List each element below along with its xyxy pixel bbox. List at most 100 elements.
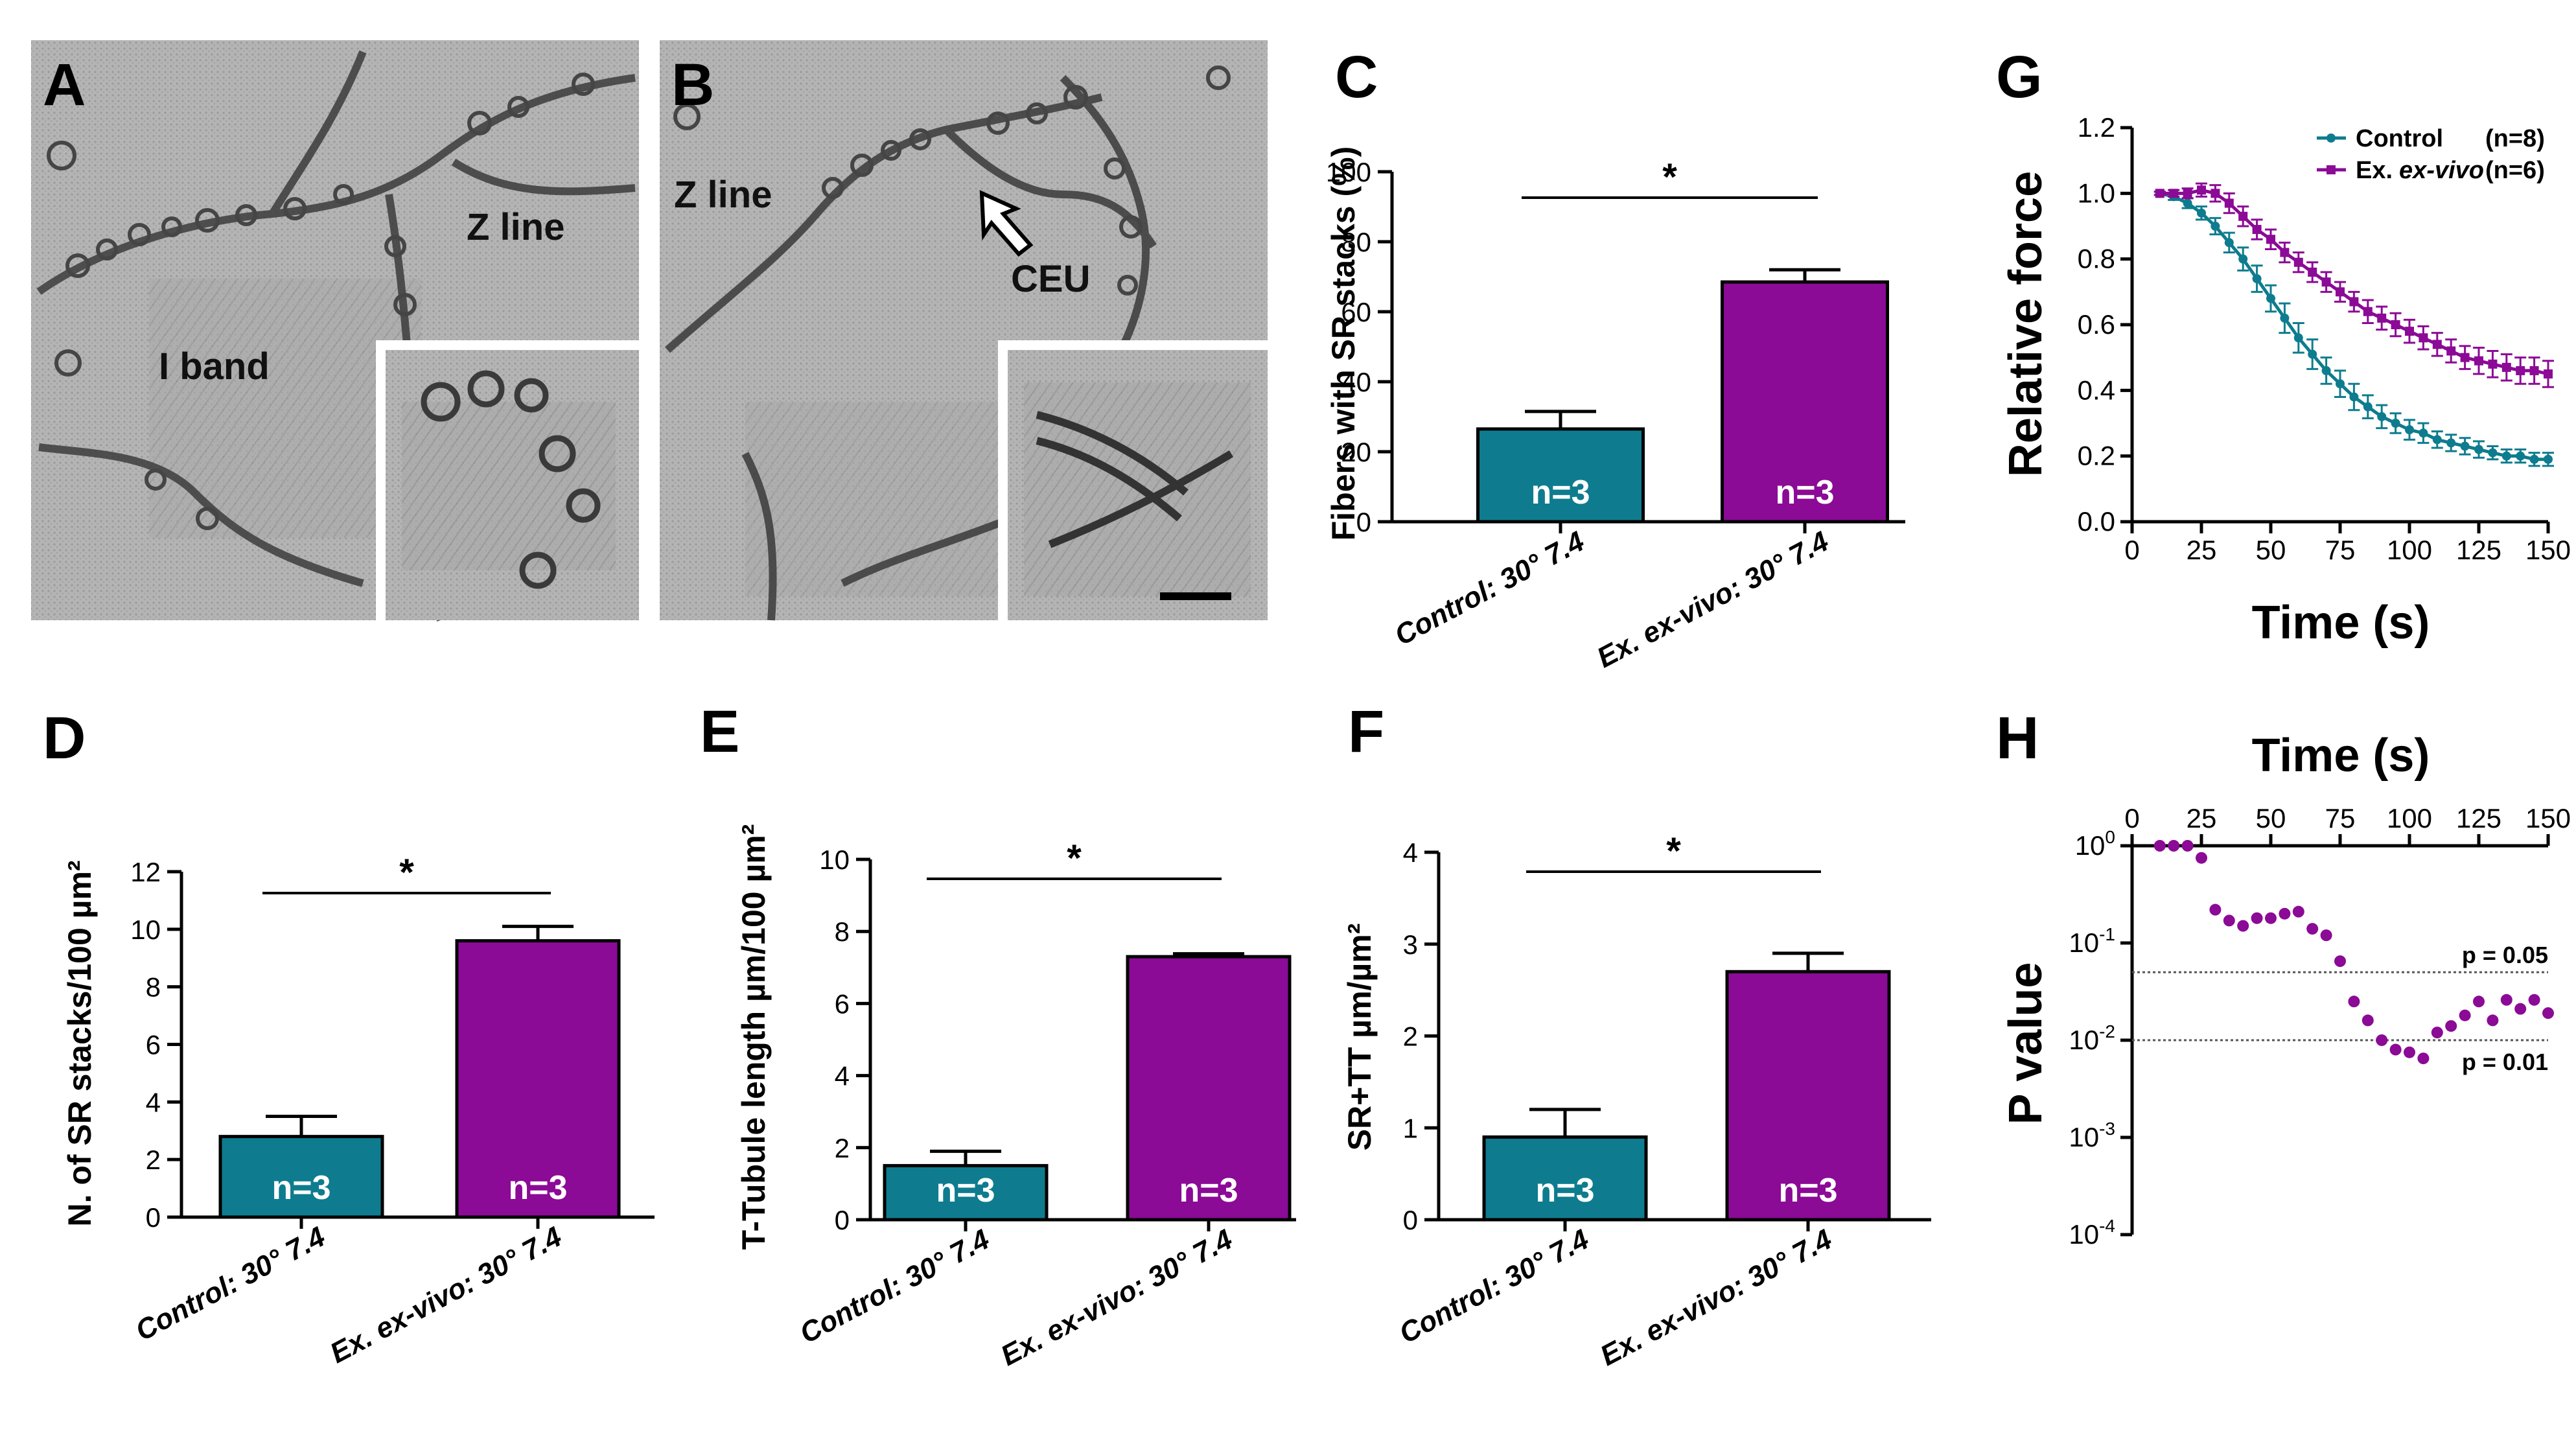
chart-d: D 0 2 4 6 8 10 12 N. of SR stacks/100 µm² n=3 Cont… [43, 705, 655, 1369]
ceu-arrow-icon [979, 190, 1034, 257]
data-point [2181, 840, 2194, 852]
data-point [2459, 1009, 2471, 1021]
data-point [2542, 1007, 2554, 1019]
y-tick-label: 4 [146, 1087, 161, 1117]
x-tick-label: 100 [2387, 803, 2432, 833]
y-tick-label: 0.4 [2078, 375, 2115, 405]
y-tick-label: 0 [835, 1205, 850, 1235]
chart-f: F 0 1 2 3 4 SR+TT µm/µm² n=3 Control: 30° 7.4 n=3… [1341, 699, 1931, 1372]
x-tick-label: 150 [2525, 535, 2571, 565]
y-tick-base: 10 [2069, 927, 2099, 958]
n-label: n=3 [1778, 1172, 1837, 1209]
data-point [2238, 211, 2248, 221]
data-point [2432, 435, 2442, 445]
significance-star: * [1067, 837, 1082, 879]
n-label: n=3 [1535, 1172, 1594, 1209]
data-point [2321, 366, 2331, 375]
data-point [2460, 441, 2470, 451]
data-point [2419, 428, 2428, 438]
y-axis-title: Fibers with SR stacks (%) [1325, 146, 1362, 541]
data-point [2376, 1034, 2388, 1046]
data-point [2348, 995, 2360, 1008]
data-point [2501, 362, 2511, 372]
data-point [2431, 1027, 2443, 1039]
data-point [2361, 1014, 2374, 1027]
category-label: Ex. ex-vivo: 30° 7.4 [1592, 526, 1833, 675]
data-point [2306, 923, 2319, 935]
data-point [2363, 307, 2373, 316]
y-tick-label: 4 [835, 1061, 850, 1091]
data-point [2500, 994, 2512, 1006]
y-tick-label: 0 [1356, 507, 1371, 537]
data-point [2432, 340, 2442, 349]
data-point [2224, 238, 2234, 248]
data-point [2169, 189, 2179, 198]
n-label: n=3 [272, 1169, 331, 1207]
data-point [2377, 313, 2387, 323]
chart-e: E 0 2 4 6 8 10 T-Tubule length µm/100 µm² n=3 Con… [700, 699, 1296, 1372]
bar-control [1476, 427, 1645, 524]
legend-label-prefix: Ex. [2356, 157, 2393, 184]
data-point [2308, 267, 2317, 277]
panel-label-c: C [1335, 44, 1378, 110]
n-label: n=3 [508, 1169, 567, 1207]
data-point [2514, 1003, 2527, 1015]
y-tick-exponent: -2 [2099, 1021, 2115, 1041]
data-point [2405, 327, 2414, 336]
significance-star: * [1662, 156, 1677, 198]
data-point [2293, 257, 2303, 267]
n-label: n=3 [1775, 474, 1834, 511]
category-label: Control: 30° 7.4 [1389, 526, 1589, 652]
y-tick-label: 100 [1326, 157, 1371, 187]
data-point [2168, 840, 2180, 852]
data-point [2197, 185, 2206, 195]
data-point [2363, 402, 2373, 412]
annotation-z-line-b: Z line [674, 174, 772, 216]
data-point [2488, 448, 2498, 458]
data-point [2293, 333, 2303, 343]
data-point [2280, 313, 2290, 323]
y-tick-label: 100 [2075, 827, 2115, 861]
micrograph-a-vesicles [47, 73, 595, 530]
legend-marker-ex-vivo [2327, 165, 2336, 174]
x-tick-label: 150 [2525, 803, 2571, 833]
panel-label-b: B [671, 52, 714, 118]
annotation-i-band: I band [159, 345, 270, 388]
bar-ex-vivo [1126, 955, 1292, 1222]
series-line-control [2159, 191, 2548, 461]
y-tick-exponent: -3 [2099, 1119, 2115, 1139]
n-label: n=3 [1179, 1172, 1238, 1209]
y-tick-label: 1.2 [2078, 112, 2115, 143]
x-tick-label: 125 [2456, 803, 2501, 833]
micrograph-a-inset-band [402, 402, 616, 570]
data-point [2474, 356, 2483, 366]
data-point [2280, 248, 2290, 257]
legend-label-italic: ex-vivo [2399, 157, 2484, 184]
data-point [2417, 1053, 2430, 1065]
data-point [2252, 274, 2262, 284]
category-label: Ex. ex-vivo: 30° 7.4 [1595, 1224, 1837, 1373]
category-label: Control: 30° 7.4 [795, 1224, 994, 1350]
data-point [2405, 425, 2414, 435]
data-point [2446, 346, 2456, 356]
n-label: n=3 [936, 1172, 995, 1209]
data-point [2529, 454, 2539, 464]
data-point [2419, 333, 2428, 343]
data-point [2336, 379, 2345, 389]
data-point [2196, 852, 2207, 864]
data-point [2544, 369, 2553, 378]
y-tick-label: 80 [1341, 227, 1371, 257]
significance-star: * [1666, 830, 1681, 872]
y-tick-label: 12 [130, 857, 161, 887]
y-tick-label: 0 [1403, 1205, 1418, 1235]
bar-ex-vivo [1725, 970, 1891, 1222]
legend-label-ex-vivo: Ex. ex-vivo [2356, 157, 2484, 184]
data-point [2391, 320, 2400, 329]
x-tick-label: 75 [2325, 803, 2356, 833]
data-point [2460, 353, 2470, 362]
category-label: Control: 30° 7.4 [1394, 1224, 1594, 1350]
y-tick-exponent: -4 [2099, 1216, 2115, 1236]
y-tick-exponent: -1 [2099, 924, 2115, 944]
panel-label-e: E [700, 699, 739, 765]
data-point [2529, 366, 2539, 375]
